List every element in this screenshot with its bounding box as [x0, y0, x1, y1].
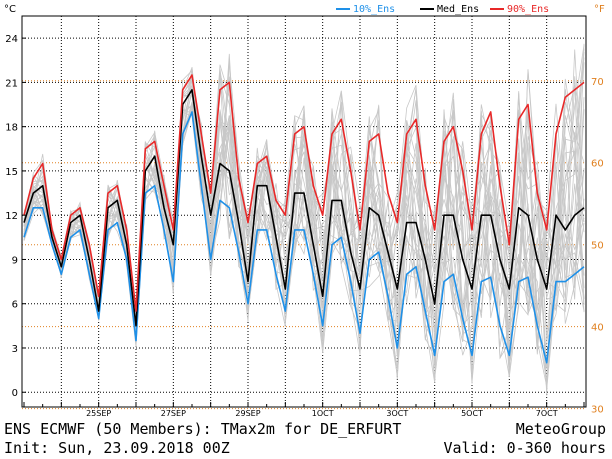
legend-label: 90%_Ens: [507, 4, 549, 15]
axis-labels: °C 0 3 6 9 12 15 18 21 24 °F 30 40 50 60 70 25SEP 27SEP 29…: [4, 4, 605, 418]
footer-title: ENS ECMWF (50 Members): TMax2m for DE_ER…: [4, 420, 402, 438]
ensemble-member-line: [23, 60, 585, 375]
footer-init: Init: Sun, 23.09.2018 00Z: [4, 439, 230, 457]
y-tick-label: 15: [5, 167, 18, 178]
y-tick-label: 24: [5, 34, 18, 45]
fahrenheit-tick-label: 50: [591, 241, 604, 252]
footer-valid: Valid: 0-360 hours: [443, 439, 606, 457]
fahrenheit-tick-label: 60: [591, 159, 604, 170]
ensemble-member-line: [23, 76, 585, 327]
y-tick-label: 0: [12, 388, 18, 399]
y-tick-label: 12: [5, 211, 18, 222]
ensemble-member-line: [23, 89, 585, 369]
y-tick-label: 18: [5, 123, 18, 134]
x-tick-label: 7OCT: [536, 409, 558, 418]
fahrenheit-tick-label: 30: [591, 405, 604, 416]
ensemble-member-line: [23, 104, 585, 383]
fahrenheit-tick-label: 70: [591, 77, 604, 88]
y-tick-label: 6: [12, 300, 18, 311]
ensemble-member-line: [23, 79, 585, 328]
x-tick-label: 5OCT: [461, 409, 483, 418]
footer-brand: MeteoGroup: [515, 420, 606, 438]
ensemble-member-line: [23, 69, 585, 356]
x-tick-label: 3OCT: [386, 409, 408, 418]
ensemble-members: [23, 43, 585, 396]
x-tick-label: 27SEP: [161, 409, 186, 418]
y-tick-label: 9: [12, 255, 18, 266]
legend: 10%_Ens Med_Ens 90%_Ens: [336, 4, 549, 15]
right-unit-label: °F: [594, 4, 605, 15]
ensemble-member-line: [23, 69, 585, 396]
percentile-series: [23, 74, 585, 364]
ensemble-member-line: [23, 57, 585, 383]
legend-label: Med_Ens: [437, 4, 479, 15]
x-tick-label: 25SEP: [86, 409, 111, 418]
series-line-90ens: [23, 74, 585, 312]
x-tick-label: 29SEP: [235, 409, 260, 418]
series-line-10ens: [23, 111, 585, 364]
fahrenheit-tick-label: 40: [591, 323, 604, 334]
y-tick-label: 3: [12, 344, 18, 355]
series-line-medens: [23, 89, 585, 327]
x-tick-label: 1OCT: [312, 409, 334, 418]
legend-label: 10%_Ens: [353, 4, 395, 15]
left-unit-label: °C: [4, 4, 16, 15]
y-tick-label: 21: [5, 78, 18, 89]
